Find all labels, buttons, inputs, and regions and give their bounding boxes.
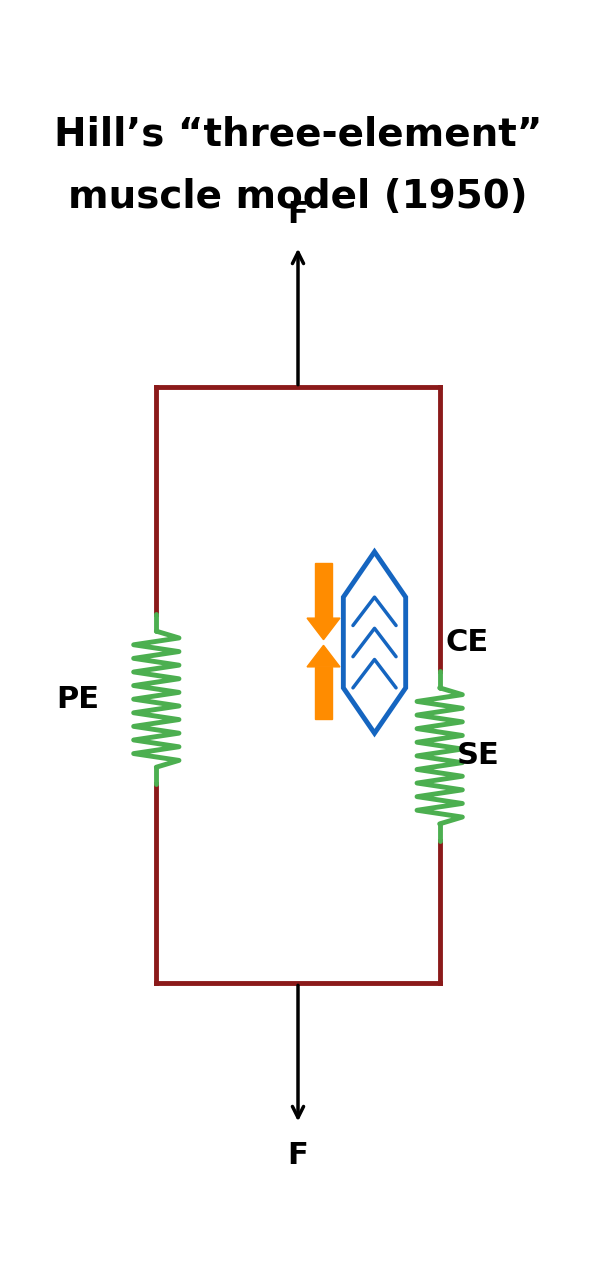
Text: F: F	[288, 199, 308, 229]
Polygon shape	[315, 667, 332, 720]
Text: Hill’s “three-element”: Hill’s “three-element”	[54, 116, 542, 153]
Polygon shape	[307, 618, 340, 640]
Polygon shape	[315, 563, 332, 618]
Text: muscle model (1950): muscle model (1950)	[68, 177, 528, 216]
Text: F: F	[288, 1141, 308, 1171]
Polygon shape	[307, 645, 340, 667]
Text: CE: CE	[445, 628, 489, 657]
Text: SE: SE	[457, 741, 499, 770]
Text: PE: PE	[57, 685, 100, 713]
